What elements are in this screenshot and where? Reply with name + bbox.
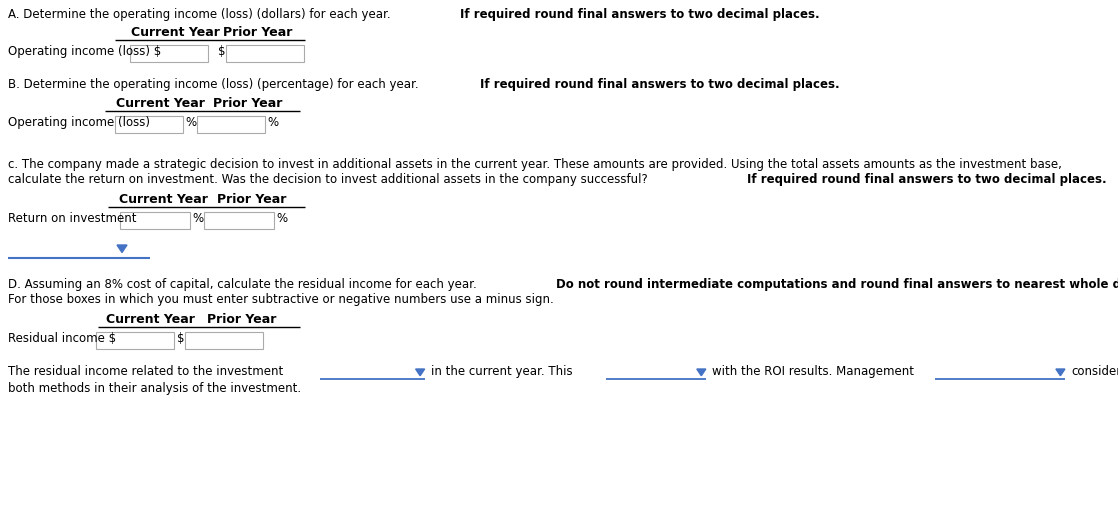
Polygon shape [416,369,425,376]
Text: Prior Year: Prior Year [207,313,276,326]
Text: $: $ [218,45,226,58]
Polygon shape [697,369,705,376]
Text: Current Year: Current Year [115,97,205,110]
Text: Current Year: Current Year [105,313,195,326]
Bar [96,332,174,349]
Text: Operating income (loss) $: Operating income (loss) $ [8,45,161,58]
Text: D. Assuming an 8% cost of capital, calculate the residual income for each year.: D. Assuming an 8% cost of capital, calcu… [8,278,481,291]
Text: c. The company made a strategic decision to invest in additional assets in the c: c. The company made a strategic decision… [8,158,1062,171]
Bar [203,212,274,229]
Text: %: % [267,116,278,129]
Text: If required round final answers to two decimal places.: If required round final answers to two d… [748,173,1107,186]
Bar [197,116,265,133]
Text: A. Determine the operating income (loss) (dollars) for each year.: A. Determine the operating income (loss)… [8,8,395,21]
Bar [184,332,263,349]
Bar [115,116,183,133]
Bar [120,212,190,229]
Text: The residual income related to the investment: The residual income related to the inves… [8,365,283,378]
Text: %: % [184,116,196,129]
Text: Current Year: Current Year [119,193,208,206]
Text: For those boxes in which you must enter subtractive or negative numbers use a mi: For those boxes in which you must enter … [8,293,553,306]
Text: If required round final answers to two decimal places.: If required round final answers to two d… [481,78,840,91]
Text: consider: consider [1071,365,1118,378]
Text: Current Year: Current Year [131,26,219,39]
Text: in the current year. This: in the current year. This [432,365,572,378]
Text: Residual income $: Residual income $ [8,332,116,345]
Text: both methods in their analysis of the investment.: both methods in their analysis of the in… [8,382,301,395]
Text: %: % [192,212,203,225]
Text: %: % [276,212,287,225]
Text: Prior Year: Prior Year [224,26,293,39]
Bar [130,45,208,62]
Text: $: $ [177,332,184,345]
Text: Do not round intermediate computations and round final answers to nearest whole : Do not round intermediate computations a… [556,278,1118,291]
Bar [226,45,304,62]
Text: Operating income (loss): Operating income (loss) [8,116,150,129]
Polygon shape [117,245,127,252]
Text: Prior Year: Prior Year [217,193,286,206]
Text: If required round final answers to two decimal places.: If required round final answers to two d… [459,8,819,21]
Text: calculate the return on investment. Was the decision to invest additional assets: calculate the return on investment. Was … [8,173,652,186]
Text: B. Determine the operating income (loss) (percentage) for each year.: B. Determine the operating income (loss)… [8,78,423,91]
Polygon shape [1055,369,1065,376]
Text: Prior Year: Prior Year [214,97,283,110]
Text: Return on investment: Return on investment [8,212,136,225]
Text: with the ROI results. Management: with the ROI results. Management [712,365,915,378]
